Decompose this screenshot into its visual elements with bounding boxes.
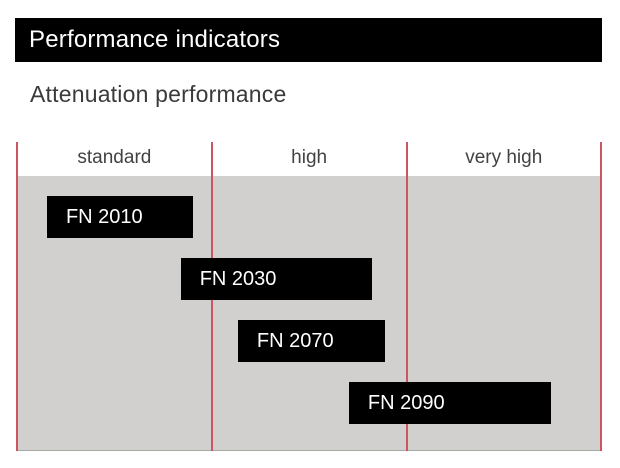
header-bar: Performance indicators <box>15 18 602 62</box>
section-title: Attenuation performance <box>30 81 287 107</box>
range-bar-FN-2010: FN 2010 <box>46 196 193 238</box>
attenuation-chart: standard high very high FN 2010 FN 2030 FN 2… <box>16 142 602 451</box>
category-gridline-2 <box>405 142 408 451</box>
category-label-standard: standard <box>77 147 152 168</box>
category-label-very-high: very high <box>465 147 543 168</box>
category-gridline-0 <box>16 142 18 451</box>
range-bar-FN-2090: FN 2090 <box>348 382 551 424</box>
category-gridline-3 <box>600 142 602 451</box>
range-bar-FN-2030: FN 2030 <box>180 258 373 300</box>
range-bar-FN-2070: FN 2070 <box>237 320 386 362</box>
category-label-high: high <box>291 147 328 168</box>
page-title: Performance indicators <box>29 26 281 53</box>
